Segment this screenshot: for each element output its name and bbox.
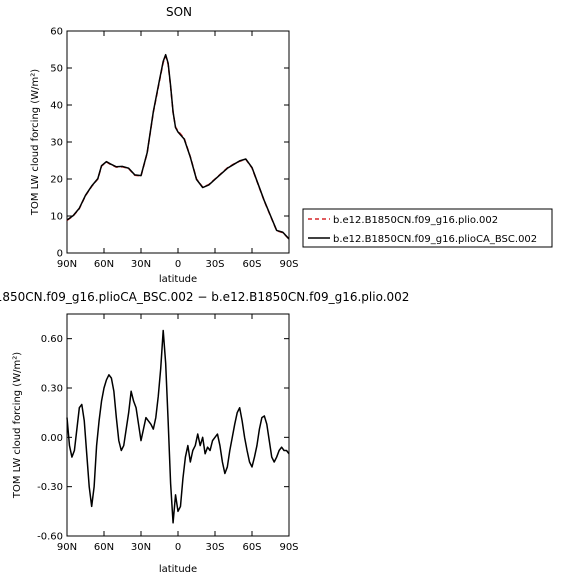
top-y-tick-label: 60 [50,27,63,38]
bottom-y-axis: -0.60 -0.30 0.00 0.30 0.60 [37,334,289,543]
bot-y-tick-label: 0.60 [41,334,63,345]
top-y-tick-label: 30 [50,138,63,149]
top-panel: SON 0 10 20 30 40 50 60 90N 60N 30N 0 30S 60S 90S la… [30,5,299,285]
bot-x-tick-label: 0 [175,542,181,553]
bot-y-tick-label: -0.30 [37,482,63,493]
bot-x-tick-label: 30S [205,542,224,553]
bottom-chart-title: b.e12.B1850CN.f09_g16.plioCA_BSC.002 − b… [0,290,409,304]
bottom-x-axis: 90N 60N 30N 0 30S 60S 90S [57,314,299,553]
top-y-tick-label: 10 [50,212,63,223]
legend-label-plio: b.e12.B1850CN.f09_g16.plio.002 [333,215,498,226]
top-y-tick-label: 20 [50,175,63,186]
top-chart-title: SON [166,5,192,19]
bot-x-tick-label: 60N [94,542,114,553]
top-plot-frame [66,30,290,254]
top-y-tick-label: 40 [50,101,63,112]
bottom-panel: b.e12.B1850CN.f09_g16.plioCA_BSC.002 − b… [0,290,409,575]
top-x-tick-label: 60N [94,259,114,270]
bot-x-tick-label: 90S [279,542,298,553]
bot-y-tick-label: 0.30 [41,384,63,395]
bottom-x-axis-label: latitude [159,564,197,575]
top-series-line-1 [66,53,290,240]
legend-box [302,208,553,248]
bottom-y-axis-label: TOM LW cloud forcing (W/m²) [12,352,23,499]
bot-x-tick-label: 90N [57,542,77,553]
top-y-axis: 0 10 20 30 40 50 60 [50,27,289,260]
top-x-tick-label: 30S [205,259,224,270]
bottom-plot-frame [66,313,290,537]
top-x-tick-label: 30N [131,259,151,270]
top-x-tick-label: 90S [279,259,298,270]
top-series-line-0 [66,55,290,240]
bot-x-tick-label: 30N [131,542,151,553]
bot-x-tick-label: 60S [242,542,261,553]
top-x-tick-label: 0 [175,259,181,270]
top-x-axis: 90N 60N 30N 0 30S 60S 90S [57,31,299,270]
legend-label-plioca: b.e12.B1850CN.f09_g16.plioCA_BSC.002 [333,234,537,245]
legend: b.e12.B1850CN.f09_g16.plio.002 b.e12.B18… [302,208,553,248]
top-x-axis-label: latitude [159,274,197,285]
bottom-series-group [66,329,290,524]
top-x-tick-label: 90N [57,259,77,270]
top-y-axis-label: TOM LW cloud forcing (W/m²) [30,69,41,216]
top-y-tick-label: 0 [57,249,63,260]
bot-y-tick-label: 0.00 [41,433,63,444]
top-series-group [66,53,290,240]
top-x-tick-label: 60S [242,259,261,270]
bot-y-tick-label: -0.60 [37,532,63,543]
top-y-tick-label: 50 [50,64,63,75]
bot-series-line-0 [66,329,290,524]
